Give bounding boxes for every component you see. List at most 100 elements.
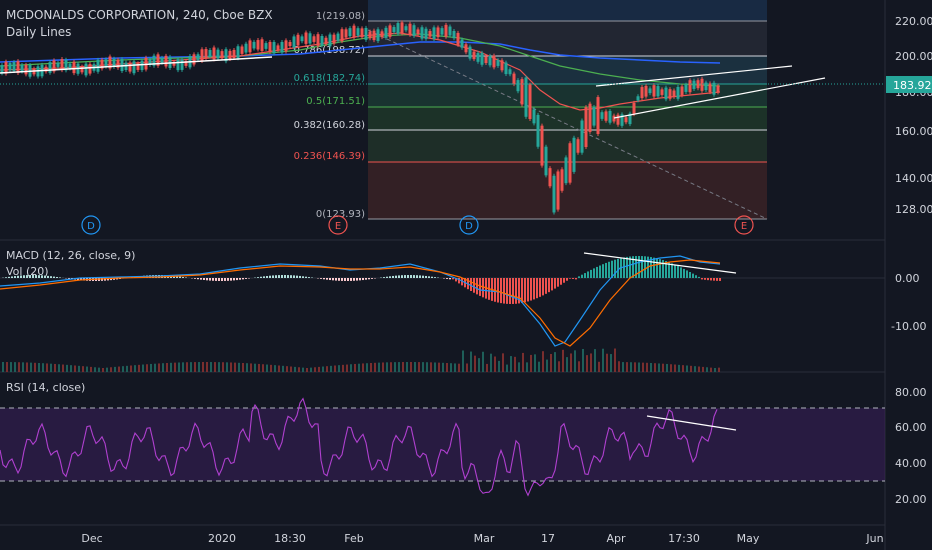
macd-histogram-bar (671, 263, 673, 278)
macd-histogram-bar (287, 275, 289, 278)
candle-body (340, 29, 344, 42)
macd-line (0, 255, 721, 347)
symbol-title[interactable]: MCDONALDS CORPORATION, 240, Cboe BZX (6, 8, 273, 22)
candle-body (216, 49, 220, 59)
volume-bar (234, 362, 236, 372)
volume-bar (222, 362, 224, 372)
candle-body (104, 59, 108, 67)
trend-dashed-line[interactable] (367, 29, 768, 220)
rsi-label[interactable]: RSI (14, close) (6, 381, 86, 394)
candle-body (144, 57, 148, 70)
macd-histogram-bar (107, 278, 109, 281)
volume-bar (518, 362, 520, 372)
volume-bar (98, 367, 100, 372)
macd-histogram-bar (410, 275, 412, 278)
macd-histogram-bar (59, 277, 61, 278)
volume-bar (242, 362, 244, 372)
volume-bar (186, 362, 188, 372)
volume-bar (678, 364, 680, 372)
volume-bar (154, 363, 156, 372)
volume-bar (422, 362, 424, 372)
earnings-marker-1[interactable] (328, 215, 348, 235)
candle-body (512, 73, 516, 85)
macd-histogram-bar (275, 275, 277, 278)
event-markers[interactable]: D E D E (81, 215, 754, 235)
time-tick-jun: Jun (865, 532, 883, 545)
candle-body (476, 53, 480, 62)
fib-zone-2 (368, 56, 767, 84)
macd-histogram-bar (278, 275, 280, 278)
earnings-marker-2[interactable] (734, 215, 754, 235)
macd-histogram-bar (524, 278, 526, 303)
candle-body (200, 49, 204, 61)
candle-body (676, 86, 680, 99)
macd-histogram-bar (545, 278, 547, 294)
macd-histogram-bar (110, 278, 112, 281)
macd-histogram-bar (521, 278, 523, 303)
rsi-divergence-line[interactable] (646, 415, 737, 431)
macd-histogram-bar (197, 278, 199, 280)
candle-body (712, 82, 716, 95)
time-tick-17: 17 (541, 532, 555, 545)
macd-histogram-bar (653, 257, 655, 278)
candle-body (656, 86, 660, 97)
volume-bar (610, 354, 612, 372)
candle-body (148, 59, 152, 65)
study-label-daily-lines[interactable]: Daily Lines (6, 25, 72, 39)
candle-body (444, 24, 448, 37)
volume-bar (554, 352, 556, 372)
trendline-dec[interactable] (0, 56, 273, 74)
candle-body (180, 59, 184, 70)
macd-histogram-bar (200, 278, 202, 280)
candle-body (320, 35, 324, 46)
fibonacci-retracement[interactable] (368, 0, 767, 220)
volume-bar (14, 362, 16, 372)
macd-histogram-bar (272, 275, 274, 278)
candle-body (356, 28, 360, 36)
candle-body (224, 49, 228, 62)
dividend-marker-2[interactable] (459, 215, 479, 235)
volume-bar (178, 362, 180, 372)
volume-bar (718, 367, 720, 372)
volume-bar (10, 362, 12, 372)
candle-body (600, 112, 604, 119)
trendline-upper-wedge[interactable] (595, 65, 793, 87)
volume-bar (374, 362, 376, 372)
dividend-marker-1[interactable] (81, 215, 101, 235)
macd-histogram-bar (575, 278, 577, 280)
macd-histogram-bar (476, 278, 478, 295)
candle-body (336, 33, 340, 41)
macd-histogram-bar (269, 275, 271, 278)
macd-histogram-bar (677, 265, 679, 278)
volume-bar (570, 353, 572, 372)
macd-histogram-bar (17, 275, 19, 278)
macd-histogram-bar (605, 262, 607, 278)
macd-label[interactable]: MACD (12, 26, close, 9) (6, 249, 136, 262)
volume-label[interactable]: Vol (20) (6, 265, 49, 278)
time-tick-1830: 18:30 (274, 532, 306, 545)
volume-bar (286, 366, 288, 372)
candle-body (272, 41, 276, 54)
price-tick-220: 220.00 (895, 15, 932, 28)
candle-body (496, 60, 500, 66)
macd-histogram-bar (32, 275, 34, 278)
rsi-tick-40: 40.00 (895, 457, 927, 470)
candle-body (708, 83, 712, 93)
macd-histogram-bar (353, 278, 355, 281)
volume-bar (22, 362, 24, 372)
candle-body (484, 56, 488, 64)
volume-bar (274, 365, 276, 372)
candle-body (628, 113, 632, 125)
volume-bar (682, 365, 684, 372)
volume-bars (2, 348, 720, 372)
candle-body (204, 49, 208, 59)
candle-body (120, 59, 124, 72)
fib-zone-top (368, 0, 767, 21)
macd-histogram-bar (332, 278, 334, 281)
macd-histogram-bar (365, 278, 367, 280)
trendline-lower-wedge[interactable] (613, 77, 826, 119)
candle-body (96, 59, 100, 72)
candle-body (400, 22, 404, 34)
macd-divergence-line[interactable] (583, 252, 737, 274)
